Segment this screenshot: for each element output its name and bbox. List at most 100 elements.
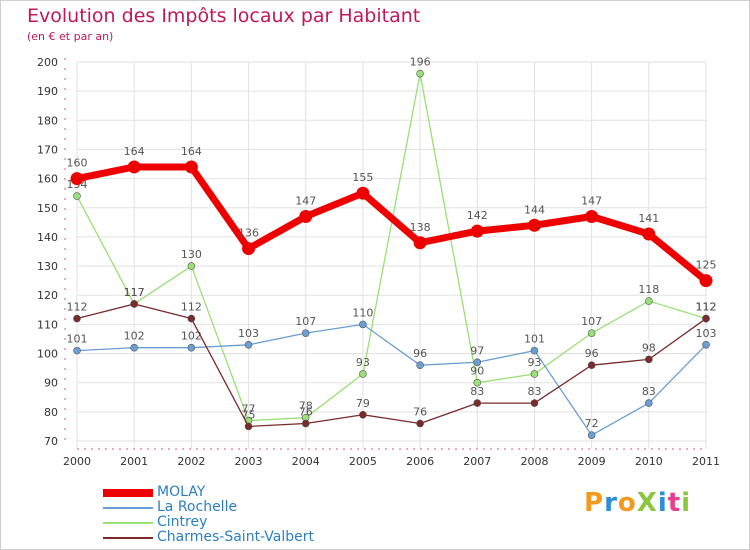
data-label: 118 [638,283,659,296]
series-line-molay [73,163,710,285]
y-tick-label: 150 [37,202,58,215]
data-point [530,370,539,378]
series-line-charmes-saint-valbert [76,303,707,428]
y-tick-label: 90 [44,377,58,390]
data-label: 147 [581,195,602,208]
data-label: 110 [352,306,373,319]
data-label: 196 [410,56,431,69]
data-point [184,160,198,174]
logo-letter: i [681,488,692,518]
data-label: 90 [470,365,484,378]
data-label: 96 [585,347,599,360]
data-label: 164 [124,145,145,158]
x-tick-label: 2011 [692,455,720,468]
data-label: 138 [410,221,431,234]
data-point [73,346,81,355]
data-point [699,274,713,288]
legend-item: Cintrey [103,515,314,530]
data-label: 112 [181,301,202,314]
x-tick-label: 2010 [635,455,663,468]
x-tick-label: 2008 [520,455,548,468]
data-point [359,370,367,378]
data-label: 107 [295,315,316,328]
data-point [244,422,253,431]
data-point [416,69,424,78]
data-point [359,320,367,329]
data-label: 164 [181,145,202,158]
data-point [416,361,424,370]
data-label: 117 [124,286,145,299]
legend-label: Cintrey [157,514,208,530]
data-label: 112 [696,301,717,314]
data-point [470,224,484,238]
legend-item: La Rochelle [103,500,314,515]
data-point [645,355,653,364]
data-point [130,300,138,308]
data-point [473,378,482,387]
data-point [530,399,539,407]
data-point [585,210,599,224]
data-point [130,343,138,352]
logo-letter: P [584,488,605,518]
data-point [244,340,253,349]
x-tick-label: 2001 [120,455,148,468]
data-point [702,314,710,323]
data-point [702,340,710,349]
data-point [587,431,596,439]
series-line-la-rochelle [76,323,707,436]
legend-label: Charmes-Saint-Valbert [157,529,314,545]
x-tick-label: 2002 [177,455,205,468]
legend-swatch [103,488,153,497]
x-tick-label: 2005 [349,455,377,468]
logo-letter: i [657,488,668,518]
data-label: 144 [524,203,545,216]
data-label: 107 [581,315,602,328]
data-label: 75 [242,408,256,421]
data-point [301,419,310,428]
y-tick-label: 130 [37,260,58,273]
y-tick-label: 140 [37,231,58,244]
data-label: 76 [413,406,427,419]
legend-item: Charmes-Saint-Valbert [103,530,314,545]
logo-letter: r [604,488,618,518]
data-point [587,329,596,337]
data-point [416,419,424,428]
data-point [642,227,656,241]
x-tick-label: 2004 [292,455,320,468]
legend: MOLAY La Rochelle Cintrey Charmes-Saint-Val… [103,485,314,545]
data-point [530,346,539,355]
data-point [187,343,196,352]
data-label: 103 [696,327,717,340]
data-label: 125 [696,259,717,272]
y-tick-label: 160 [37,173,58,186]
y-tick-label: 190 [37,85,58,98]
data-label: 141 [638,212,659,225]
data-label: 77 [242,403,256,416]
data-label: 98 [642,341,656,354]
y-tick-label: 110 [37,318,58,331]
data-point [473,399,482,407]
data-label: 147 [295,195,316,208]
legend-swatch [103,536,153,539]
data-point [473,358,482,367]
chart-subtitle: (en € et par an) [27,30,114,43]
x-tick-label: 2000 [63,455,91,468]
y-tick-label: 170 [37,143,58,156]
y-tick-label: 180 [37,114,58,127]
data-label: 79 [356,397,370,410]
legend-swatch [103,521,153,524]
data-point [645,399,653,407]
logo-letter: t [667,488,682,518]
data-point [187,262,196,270]
data-point [587,361,596,370]
logo-letter: o [617,488,637,518]
legend-label: La Rochelle [157,499,238,515]
data-point [187,314,196,323]
data-point [73,314,81,323]
data-label: 78 [299,400,313,413]
data-label: 155 [352,171,373,184]
data-label: 72 [585,417,599,430]
data-label: 136 [238,227,259,240]
data-label: 83 [642,385,656,398]
